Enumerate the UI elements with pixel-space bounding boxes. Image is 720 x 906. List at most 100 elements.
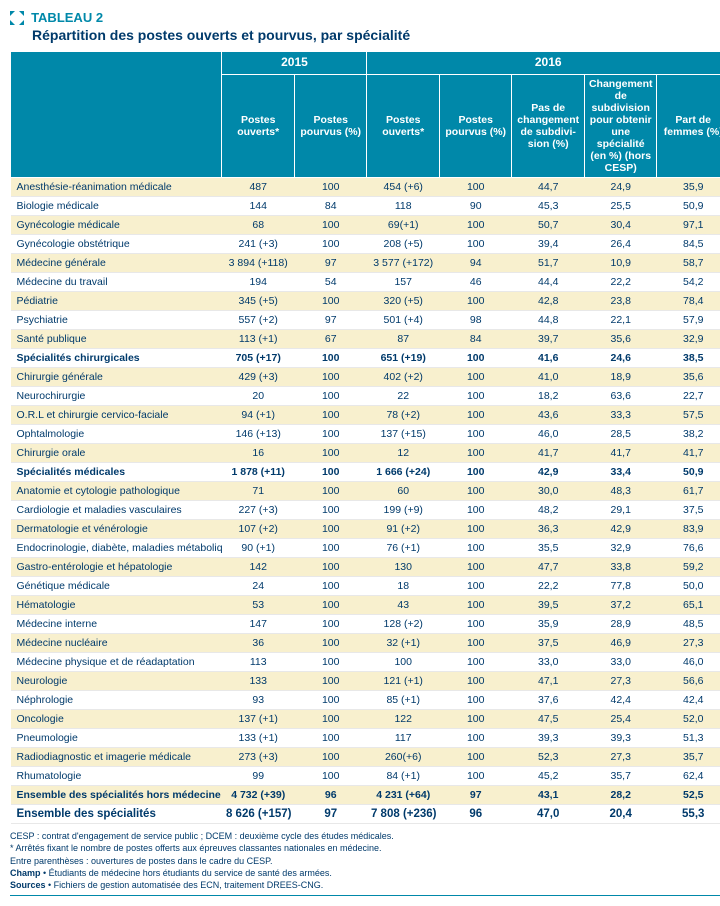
cell-pourvus-15: 100 <box>294 368 367 387</box>
table-row: Biologie médicale144841189045,325,550,9 <box>11 197 720 216</box>
cell-ouverts-15: 133 <box>222 672 295 691</box>
cell-ouverts-16: 137 (+15) <box>367 425 440 444</box>
cell-ouverts-16: 651 (+19) <box>367 349 440 368</box>
cell-ouverts-16: 87 <box>367 330 440 349</box>
cell-change: 24,9 <box>584 178 657 197</box>
cell-pourvus-16: 100 <box>439 387 512 406</box>
cell-ouverts-15: 705 (+17) <box>222 349 295 368</box>
cell-pourvus-15: 100 <box>294 767 367 786</box>
cell-femmes: 78,4 <box>657 292 720 311</box>
cell-ouverts-15: 4 732 (+39) <box>222 786 295 805</box>
cell-femmes: 50,9 <box>657 197 720 216</box>
cell-pourvus-15: 100 <box>294 178 367 197</box>
specialty-table: 2015 2016 Postes ouverts* Postes pourvus… <box>10 51 720 824</box>
cell-pourvus-15: 100 <box>294 634 367 653</box>
cell-femmes: 61,7 <box>657 482 720 501</box>
cell-femmes: 57,9 <box>657 311 720 330</box>
table-row: O.R.L et chirurgie cervico-faciale94 (+1… <box>11 406 720 425</box>
cell-nochange: 41,7 <box>512 444 585 463</box>
cell-femmes: 97,1 <box>657 216 720 235</box>
row-label: Rhumatologie <box>11 767 222 786</box>
cell-femmes: 55,3 <box>657 805 720 824</box>
cell-ouverts-15: 113 <box>222 653 295 672</box>
cell-ouverts-16: 7 808 (+236) <box>367 805 440 824</box>
cell-change: 25,5 <box>584 197 657 216</box>
cell-change: 28,2 <box>584 786 657 805</box>
cell-pourvus-15: 100 <box>294 653 367 672</box>
table-row: Neurologie133100121 (+1)10047,127,356,6 <box>11 672 720 691</box>
cell-pourvus-16: 100 <box>439 672 512 691</box>
table-row: Santé publique113 (+1)67878439,735,632,9 <box>11 330 720 349</box>
cell-nochange: 51,7 <box>512 254 585 273</box>
cell-femmes: 38,5 <box>657 349 720 368</box>
cell-femmes: 76,6 <box>657 539 720 558</box>
cell-nochange: 48,2 <box>512 501 585 520</box>
cell-ouverts-16: 12 <box>367 444 440 463</box>
cell-nochange: 39,3 <box>512 729 585 748</box>
cell-nochange: 39,5 <box>512 596 585 615</box>
table-row: Ensemble des spécialités hors médecine g… <box>11 786 720 805</box>
row-label: Chirurgie générale <box>11 368 222 387</box>
cell-nochange: 47,5 <box>512 710 585 729</box>
cell-pourvus-16: 100 <box>439 653 512 672</box>
cell-ouverts-15: 99 <box>222 767 295 786</box>
cell-ouverts-16: 91 (+2) <box>367 520 440 539</box>
table-row: Hématologie531004310039,537,265,1 <box>11 596 720 615</box>
cell-ouverts-15: 429 (+3) <box>222 368 295 387</box>
cell-ouverts-15: 1 878 (+11) <box>222 463 295 482</box>
table-row: Ophtalmologie146 (+13)100137 (+15)10046,… <box>11 425 720 444</box>
cell-ouverts-15: 147 <box>222 615 295 634</box>
row-label: Neurologie <box>11 672 222 691</box>
cell-ouverts-16: 454 (+6) <box>367 178 440 197</box>
cell-ouverts-15: 194 <box>222 273 295 292</box>
row-label: Spécialités chirurgicales <box>11 349 222 368</box>
cell-ouverts-15: 227 (+3) <box>222 501 295 520</box>
cell-ouverts-16: 69(+1) <box>367 216 440 235</box>
cell-pourvus-16: 100 <box>439 235 512 254</box>
row-label: Gynécologie médicale <box>11 216 222 235</box>
cell-pourvus-16: 100 <box>439 691 512 710</box>
cell-change: 23,8 <box>584 292 657 311</box>
row-label: Génétique médicale <box>11 577 222 596</box>
table-row: Pédiatrie345 (+5)100320 (+5)10042,823,87… <box>11 292 720 311</box>
cell-ouverts-15: 20 <box>222 387 295 406</box>
row-label: Ophtalmologie <box>11 425 222 444</box>
row-label: Biologie médicale <box>11 197 222 216</box>
expand-icon[interactable] <box>10 11 24 25</box>
cell-change: 10,9 <box>584 254 657 273</box>
cell-femmes: 51,3 <box>657 729 720 748</box>
table-row: Pneumologie133 (+1)10011710039,339,351,3 <box>11 729 720 748</box>
cell-nochange: 41,6 <box>512 349 585 368</box>
row-label: Cardiologie et maladies vasculaires <box>11 501 222 520</box>
cell-nochange: 37,6 <box>512 691 585 710</box>
cell-femmes: 46,0 <box>657 653 720 672</box>
cell-femmes: 35,7 <box>657 748 720 767</box>
cell-femmes: 27,3 <box>657 634 720 653</box>
cell-pourvus-15: 100 <box>294 235 367 254</box>
cell-pourvus-15: 100 <box>294 292 367 311</box>
table-row: Gynécologie obstétrique241 (+3)100208 (+… <box>11 235 720 254</box>
cell-pourvus-16: 100 <box>439 520 512 539</box>
cell-femmes: 35,9 <box>657 178 720 197</box>
cell-pourvus-15: 100 <box>294 672 367 691</box>
table-row: Dermatologie et vénérologie107 (+2)10091… <box>11 520 720 539</box>
cell-change: 22,2 <box>584 273 657 292</box>
cell-nochange: 45,2 <box>512 767 585 786</box>
row-label: Neurochirurgie <box>11 387 222 406</box>
cell-femmes: 32,9 <box>657 330 720 349</box>
footnote-line: Sources • Fichiers de gestion automatisé… <box>10 879 720 891</box>
row-label: O.R.L et chirurgie cervico-faciale <box>11 406 222 425</box>
cell-change: 25,4 <box>584 710 657 729</box>
cell-pourvus-15: 100 <box>294 501 367 520</box>
table-row: Gastro-entérologie et hépatologie1421001… <box>11 558 720 577</box>
footnote-line: CESP : contrat d'engagement de service p… <box>10 830 720 842</box>
row-label: Gynécologie obstétrique <box>11 235 222 254</box>
cell-ouverts-16: 60 <box>367 482 440 501</box>
cell-pourvus-16: 100 <box>439 615 512 634</box>
cell-pourvus-16: 100 <box>439 710 512 729</box>
cell-change: 18,9 <box>584 368 657 387</box>
cell-pourvus-15: 100 <box>294 539 367 558</box>
cell-nochange: 45,3 <box>512 197 585 216</box>
cell-ouverts-16: 130 <box>367 558 440 577</box>
cell-change: 29,1 <box>584 501 657 520</box>
